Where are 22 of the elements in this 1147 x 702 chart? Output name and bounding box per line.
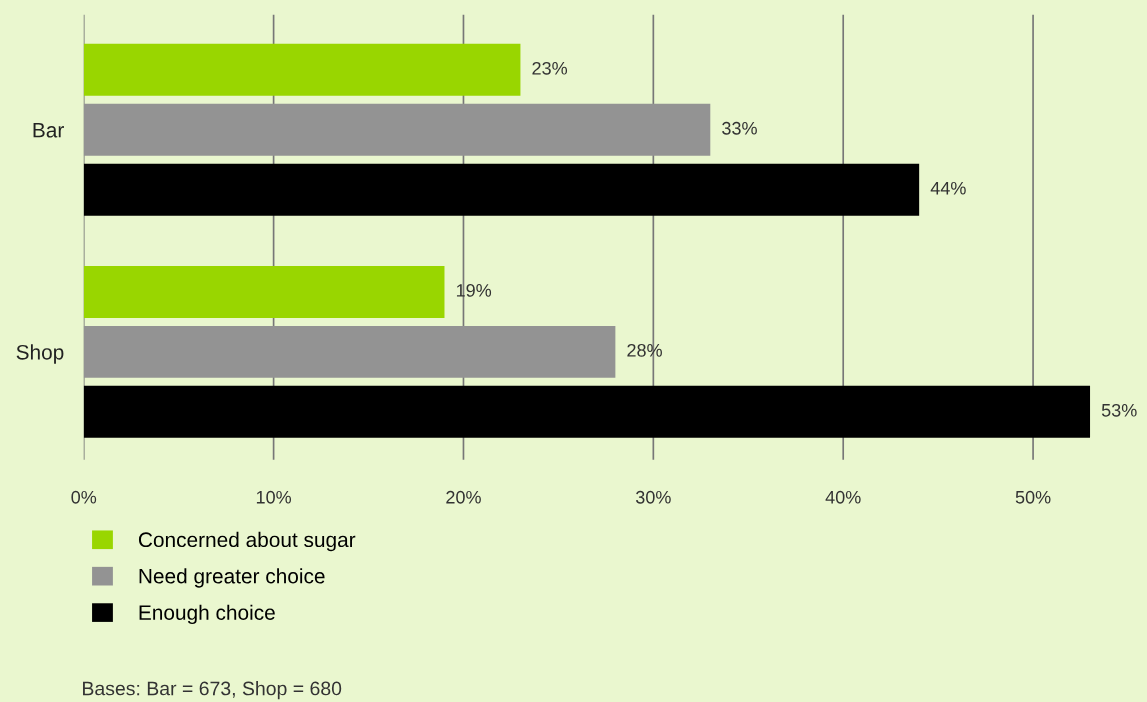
data-label: 23%	[532, 61, 568, 75]
x-tick-label: 50%	[1015, 490, 1051, 504]
data-label: 33%	[722, 121, 757, 135]
bar	[83, 103, 711, 156]
text: Bases: Bar = 673, Shop = 680	[83, 681, 342, 700]
bar	[83, 43, 521, 96]
x-tick-label: 30%	[635, 490, 671, 504]
data-label: 53%	[1101, 403, 1137, 417]
y-tick-label: Shop	[16, 344, 64, 364]
x-tick-label: 40%	[825, 490, 861, 504]
legend-label: Concerned about sugar	[138, 531, 356, 552]
bar	[83, 265, 445, 318]
x-tick-label: 20%	[446, 490, 481, 504]
bar	[83, 163, 920, 216]
x-tick-label: 0%	[71, 490, 97, 504]
y-tick-label: Bar	[33, 123, 64, 138]
x-tick-label: 10%	[256, 490, 292, 504]
data-label: 44%	[930, 181, 966, 195]
legend-label: Enough choice	[139, 604, 275, 625]
legend-label: Need greater choice	[139, 568, 325, 588]
bar	[83, 325, 616, 378]
bar	[83, 385, 1091, 438]
